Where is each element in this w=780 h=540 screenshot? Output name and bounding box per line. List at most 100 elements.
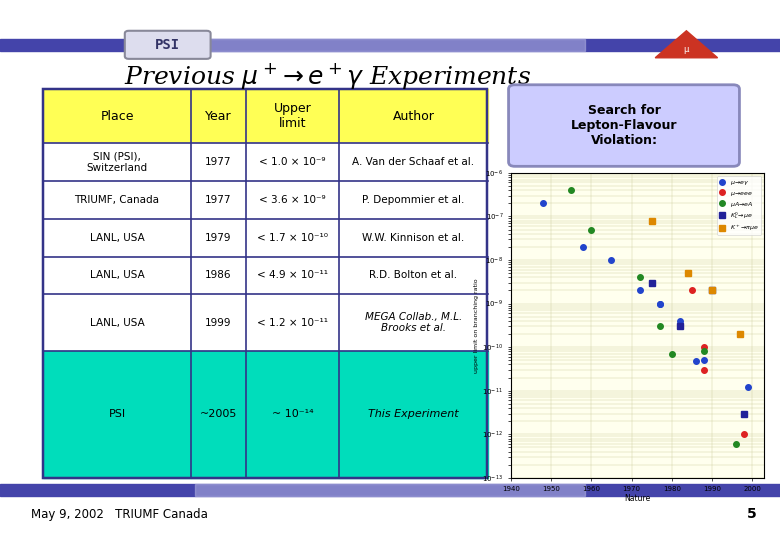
Line: $\mu\!\rightarrow\!eee$: $\mu\!\rightarrow\!eee$ xyxy=(690,288,747,437)
Text: R.D. Bolton et al.: R.D. Bolton et al. xyxy=(370,271,457,280)
Text: Previous $\mu^+\!\rightarrow e^+\gamma$ Experiments: Previous $\mu^+\!\rightarrow e^+\gamma$ … xyxy=(124,60,531,91)
Text: W.W. Kinnison et al.: W.W. Kinnison et al. xyxy=(362,233,465,242)
Bar xyxy=(246,143,339,181)
Bar xyxy=(195,39,585,51)
Text: TRIUMF, Canada: TRIUMF, Canada xyxy=(75,195,159,205)
$K^0_L\!\rightarrow\!\mu e$ xyxy=(707,287,717,294)
Text: PSI: PSI xyxy=(155,38,180,52)
Text: 1979: 1979 xyxy=(205,233,232,242)
Bar xyxy=(246,351,339,478)
Bar xyxy=(246,256,339,294)
Bar xyxy=(43,143,191,181)
Bar xyxy=(43,219,191,256)
Text: < 1.0 × 10⁻⁹: < 1.0 × 10⁻⁹ xyxy=(259,157,326,167)
$K^+\!\rightarrow\!\pi\mu e$ xyxy=(683,270,693,276)
Text: 1999: 1999 xyxy=(205,318,232,328)
Text: P. Depommier et al.: P. Depommier et al. xyxy=(362,195,465,205)
Text: < 1.2 × 10⁻¹¹: < 1.2 × 10⁻¹¹ xyxy=(257,318,328,328)
$\mu A\!\rightarrow\!eA$ xyxy=(732,441,741,447)
Text: May 9, 2002   TRIUMF Canada: May 9, 2002 TRIUMF Canada xyxy=(31,508,208,521)
Bar xyxy=(339,89,488,143)
$\mu\!\rightarrow\!eee$ xyxy=(700,367,709,373)
Line: $K^+\!\rightarrow\!\pi\mu e$: $K^+\!\rightarrow\!\pi\mu e$ xyxy=(649,218,743,337)
Text: SIN (PSI),
Switzerland: SIN (PSI), Switzerland xyxy=(87,151,147,173)
Bar xyxy=(246,89,339,143)
Text: Place: Place xyxy=(101,110,133,123)
Text: < 1.7 × 10⁻¹⁰: < 1.7 × 10⁻¹⁰ xyxy=(257,233,328,242)
Text: This Experiment: This Experiment xyxy=(368,409,459,420)
Bar xyxy=(191,219,246,256)
$\mu\!\rightarrow\!e\gamma$ xyxy=(655,300,665,307)
Polygon shape xyxy=(655,31,718,58)
Bar xyxy=(43,89,487,478)
$\mu\!\rightarrow\!e\gamma$ xyxy=(675,318,685,324)
Text: 5: 5 xyxy=(747,507,757,521)
Text: MEGA Collab., M.L.
Brooks et al.: MEGA Collab., M.L. Brooks et al. xyxy=(365,312,462,333)
Text: < 4.9 × 10⁻¹¹: < 4.9 × 10⁻¹¹ xyxy=(257,271,328,280)
$K^0_L\!\rightarrow\!\mu e$ xyxy=(739,410,749,417)
Line: $K^0_L\!\rightarrow\!\mu e$: $K^0_L\!\rightarrow\!\mu e$ xyxy=(649,280,747,416)
$K^+\!\rightarrow\!\pi\mu e$ xyxy=(647,218,657,224)
Bar xyxy=(43,294,191,351)
Y-axis label: upper limit on branching ratio: upper limit on branching ratio xyxy=(474,278,480,373)
Text: LANL, USA: LANL, USA xyxy=(90,318,144,328)
$\mu A\!\rightarrow\!eA$ xyxy=(587,226,596,233)
Bar xyxy=(246,294,339,351)
Text: ~ 10⁻¹⁴: ~ 10⁻¹⁴ xyxy=(271,409,314,420)
Bar xyxy=(246,219,339,256)
$\mu A\!\rightarrow\!eA$ xyxy=(667,350,676,357)
$\mu\!\rightarrow\!e\gamma$ xyxy=(655,300,665,307)
$\mu A\!\rightarrow\!eA$ xyxy=(566,187,576,193)
Bar xyxy=(195,484,585,496)
$\mu\!\rightarrow\!eee$ xyxy=(739,431,749,437)
Text: A. Van der Schaaf et al.: A. Van der Schaaf et al. xyxy=(353,157,474,167)
Bar xyxy=(191,89,246,143)
Text: ~2005: ~2005 xyxy=(200,409,237,420)
Line: $\mu A\!\rightarrow\!eA$: $\mu A\!\rightarrow\!eA$ xyxy=(569,187,739,447)
Text: LANL, USA: LANL, USA xyxy=(90,271,144,280)
$\mu A\!\rightarrow\!eA$ xyxy=(700,348,709,355)
Bar xyxy=(0,39,780,51)
Text: Author: Author xyxy=(392,110,434,123)
Bar xyxy=(43,181,191,219)
Bar xyxy=(191,143,246,181)
Text: Upper
limit: Upper limit xyxy=(274,102,311,130)
Bar xyxy=(339,143,488,181)
$\mu A\!\rightarrow\!eA$ xyxy=(635,274,644,281)
Bar xyxy=(246,181,339,219)
Bar xyxy=(191,181,246,219)
$K^+\!\rightarrow\!\pi\mu e$ xyxy=(707,287,717,294)
Text: < 3.6 × 10⁻⁹: < 3.6 × 10⁻⁹ xyxy=(259,195,326,205)
$\mu\!\rightarrow\!e\gamma$ xyxy=(635,287,644,294)
$\mu\!\rightarrow\!eee$ xyxy=(700,344,709,350)
$K^0_L\!\rightarrow\!\mu e$ xyxy=(647,280,657,286)
Text: Search for
Lepton-Flavour
Violation:: Search for Lepton-Flavour Violation: xyxy=(571,104,677,147)
$K^+\!\rightarrow\!\pi\mu e$ xyxy=(736,331,745,338)
Bar xyxy=(43,256,191,294)
Text: Year: Year xyxy=(205,110,232,123)
Bar xyxy=(191,351,246,478)
Text: 1977: 1977 xyxy=(205,157,232,167)
Bar xyxy=(339,181,488,219)
Text: LANL, USA: LANL, USA xyxy=(90,233,144,242)
$\mu\!\rightarrow\!e\gamma$ xyxy=(691,357,700,364)
Bar xyxy=(0,484,780,496)
FancyBboxPatch shape xyxy=(509,85,739,166)
Legend: $\mu\!\rightarrow\!e\gamma$, $\mu\!\rightarrow\!eee$, $\mu A\!\rightarrow\!eA$, : $\mu\!\rightarrow\!e\gamma$, $\mu\!\righ… xyxy=(718,176,761,235)
Bar xyxy=(339,219,488,256)
Bar xyxy=(43,351,191,478)
$\mu\!\rightarrow\!e\gamma$ xyxy=(607,256,616,263)
Bar xyxy=(43,89,191,143)
Bar xyxy=(191,294,246,351)
X-axis label: Nature: Nature xyxy=(625,494,651,503)
Bar xyxy=(339,294,488,351)
Text: PSI: PSI xyxy=(108,409,126,420)
$\mu A\!\rightarrow\!eA$ xyxy=(655,323,665,329)
Bar xyxy=(339,256,488,294)
Text: 1977: 1977 xyxy=(205,195,232,205)
$\mu\!\rightarrow\!e\gamma$ xyxy=(700,357,709,363)
$\mu\!\rightarrow\!e\gamma$ xyxy=(579,244,588,250)
Line: $\mu\!\rightarrow\!e\gamma$: $\mu\!\rightarrow\!e\gamma$ xyxy=(541,200,751,390)
Bar xyxy=(191,256,246,294)
$\mu\!\rightarrow\!eee$ xyxy=(687,287,697,294)
